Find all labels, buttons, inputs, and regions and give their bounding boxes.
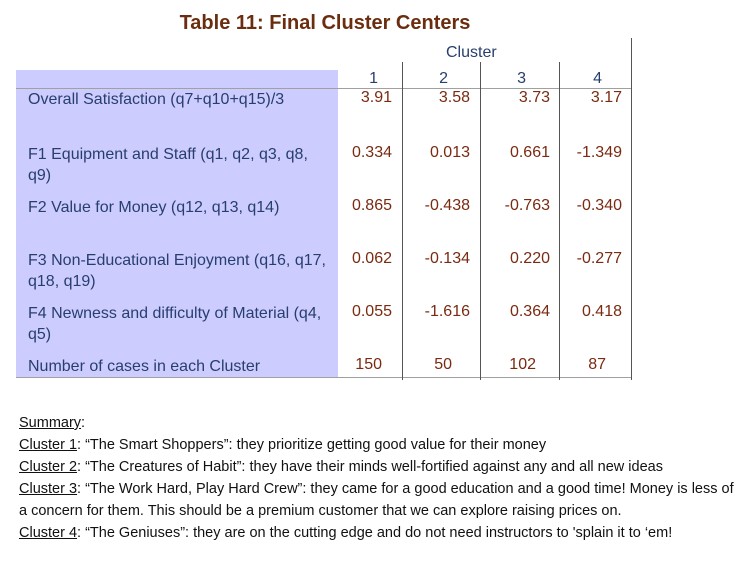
row-label-band: [16, 70, 338, 378]
cluster-group-header: Cluster: [446, 44, 497, 61]
cell: 0.364: [509, 303, 550, 320]
column-divider: [480, 62, 481, 380]
cell: 150: [355, 356, 382, 373]
summary-cluster-2: Cluster 2: “The Creatures of Habit”: the…: [19, 459, 663, 475]
cell: -0.134: [424, 250, 470, 267]
column-divider: [559, 62, 560, 380]
column-header-4: 4: [593, 70, 602, 87]
cell: 0.013: [429, 144, 470, 161]
summary-cluster-4: Cluster 4: “The Geniuses”: they are on t…: [19, 525, 673, 541]
cell: -1.616: [424, 303, 470, 320]
cell: 3.58: [438, 89, 470, 106]
row-label-f1: F1 Equipment and Staff (q1, q2, q3, q8, …: [28, 146, 308, 184]
cell: 50: [434, 356, 452, 373]
column-header-2: 2: [439, 70, 448, 87]
cell: -0.438: [424, 197, 470, 214]
cell: 3.17: [590, 89, 622, 106]
summary-block: Summary: Cluster 1: “The Smart Shoppers”…: [19, 412, 734, 544]
column-header-1: 1: [369, 70, 378, 87]
cell: -0.277: [576, 250, 622, 267]
table-title: Table 11: Final Cluster Centers: [179, 12, 471, 34]
cell: 3.91: [360, 89, 392, 106]
row-label-f3: F3 Non-Educational Enjoyment (q16, q17, …: [28, 252, 326, 290]
cell: 102: [509, 356, 536, 373]
cell: -1.349: [576, 144, 622, 161]
summary-cluster-3: Cluster 3: “The Work Hard, Play Hard Cre…: [19, 481, 734, 519]
cell: 0.661: [509, 144, 550, 161]
cell: 0.062: [351, 250, 392, 267]
summary-heading-line: Summary:: [19, 415, 86, 431]
column-header-3: 3: [517, 70, 526, 87]
column-divider: [631, 38, 632, 380]
row-label-f4: F4 Newness and difficulty of Material (q…: [28, 305, 322, 343]
cell: -0.340: [576, 197, 622, 214]
header-rule: [16, 88, 631, 89]
row-label-overall-satisfaction: Overall Satisfaction (q7+q10+q15)/3: [28, 91, 285, 108]
cell: 0.418: [581, 303, 622, 320]
table-bottom-rule: [16, 377, 631, 378]
cell: -0.763: [504, 197, 550, 214]
cell: 0.055: [351, 303, 392, 320]
cell: 3.73: [518, 89, 550, 106]
cell: 87: [588, 356, 606, 373]
row-label-f2: F2 Value for Money (q12, q13, q14): [28, 199, 280, 216]
cell: 0.220: [509, 250, 550, 267]
cell: 0.865: [351, 197, 392, 214]
summary-cluster-1: Cluster 1: “The Smart Shoppers”: they pr…: [19, 437, 547, 453]
column-divider: [402, 62, 403, 380]
cell: 0.334: [351, 144, 392, 161]
row-label-cases: Number of cases in each Cluster: [28, 358, 261, 375]
summary-heading: Summary: [19, 415, 82, 431]
